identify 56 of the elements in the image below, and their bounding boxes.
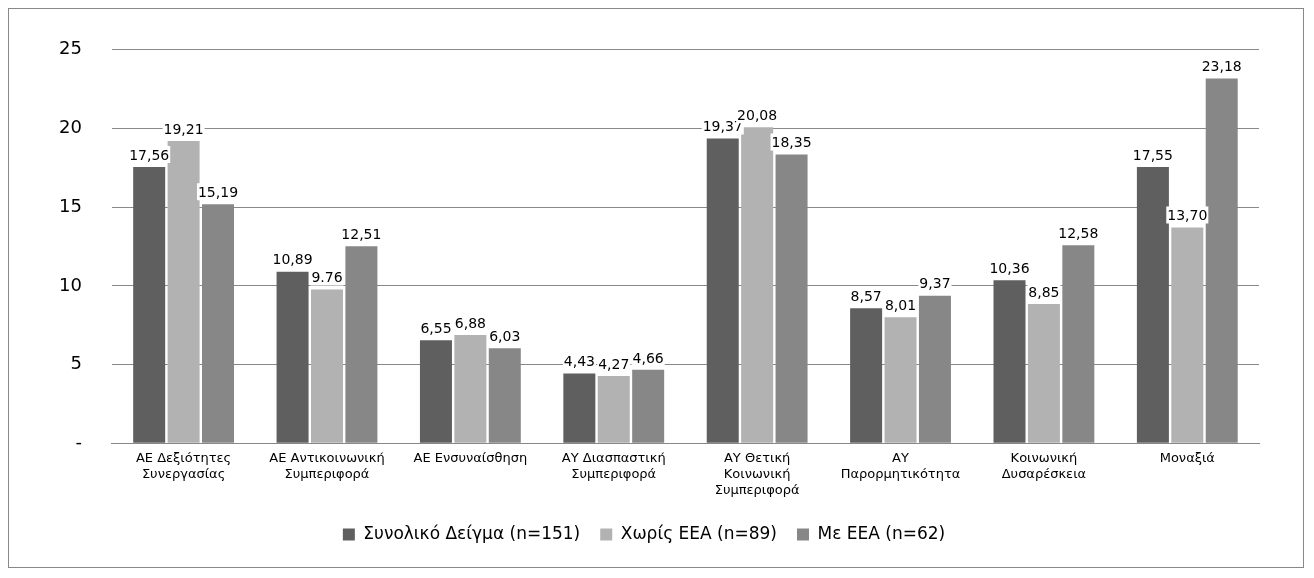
y-tick-label: 10	[59, 273, 82, 295]
x-tick-label: ΑΥ Διασπαστική Συμπεριφορά	[561, 450, 666, 481]
x-tick-label: Μοναξιά	[1159, 450, 1215, 466]
bar	[563, 373, 596, 443]
x-tick-label: Κοινωνική Δυσαρέσκεια	[1001, 450, 1087, 481]
y-tick-label: 5	[70, 352, 82, 374]
bar	[1136, 167, 1169, 443]
bar	[167, 140, 200, 443]
data-label: 17,55	[1132, 146, 1173, 163]
data-label: 9,37	[919, 275, 951, 292]
data-label: 15,19	[197, 183, 239, 200]
data-label: 4,66	[632, 349, 664, 366]
bar	[993, 280, 1026, 443]
data-label: 10,89	[272, 251, 313, 268]
bar	[741, 127, 774, 443]
data-label: 19,21	[163, 120, 204, 137]
data-label: 6,55	[420, 319, 452, 336]
data-label: 6,03	[489, 327, 521, 344]
bar	[1171, 227, 1204, 443]
data-label: 23,18	[1201, 58, 1242, 75]
x-tick-label: ΑΥ Παρορμητικότητα	[840, 450, 961, 481]
bar	[419, 340, 452, 443]
legend-label: Με ΕΕΑ (n=62)	[817, 522, 946, 543]
data-label: 4,43	[563, 353, 595, 370]
data-label: 6,88	[454, 314, 486, 331]
bar	[133, 166, 166, 443]
y-tick-label: 15	[59, 194, 82, 216]
data-label: 20,08	[737, 106, 778, 123]
x-tick-label: ΑΕ Ενσυναίσθηση	[413, 450, 528, 466]
bar	[310, 289, 343, 443]
data-label: 12,58	[1058, 224, 1099, 241]
data-label: 4,27	[598, 355, 630, 372]
y-tick-label: -	[75, 430, 82, 452]
y-tick-label: 25	[59, 37, 82, 59]
data-label: 12,51	[341, 225, 382, 242]
data-label: 9.76	[311, 269, 343, 286]
data-label: 18,35	[771, 134, 812, 151]
bar	[597, 376, 630, 443]
data-label: 8,85	[1028, 283, 1060, 300]
x-tick-label: ΑΥ Θετική Κοινωνική Συμπεριφορά	[714, 450, 800, 497]
legend-label: Συνολικό Δείγμα (n=151)	[363, 522, 581, 543]
data-label: 8,01	[884, 296, 917, 313]
bar	[1027, 303, 1060, 443]
bar	[454, 334, 487, 443]
data-label: 10,36	[989, 259, 1030, 276]
data-label: 8,57	[850, 287, 882, 304]
y-tick-label: 20	[59, 116, 82, 138]
x-tick-label: ΑΕ Δεξιότητες Συνεργασίας	[135, 450, 232, 481]
bar	[884, 317, 917, 443]
bar	[850, 308, 883, 443]
bar	[706, 138, 739, 443]
data-label: 13,70	[1167, 207, 1208, 224]
legend-label: Χωρίς ΕΕΑ (n=89)	[620, 522, 777, 543]
x-tick-label: ΑΕ Αντικοινωνική Συμπεριφορά	[269, 450, 385, 481]
data-label: 17,56	[129, 146, 170, 163]
bar	[276, 271, 309, 443]
